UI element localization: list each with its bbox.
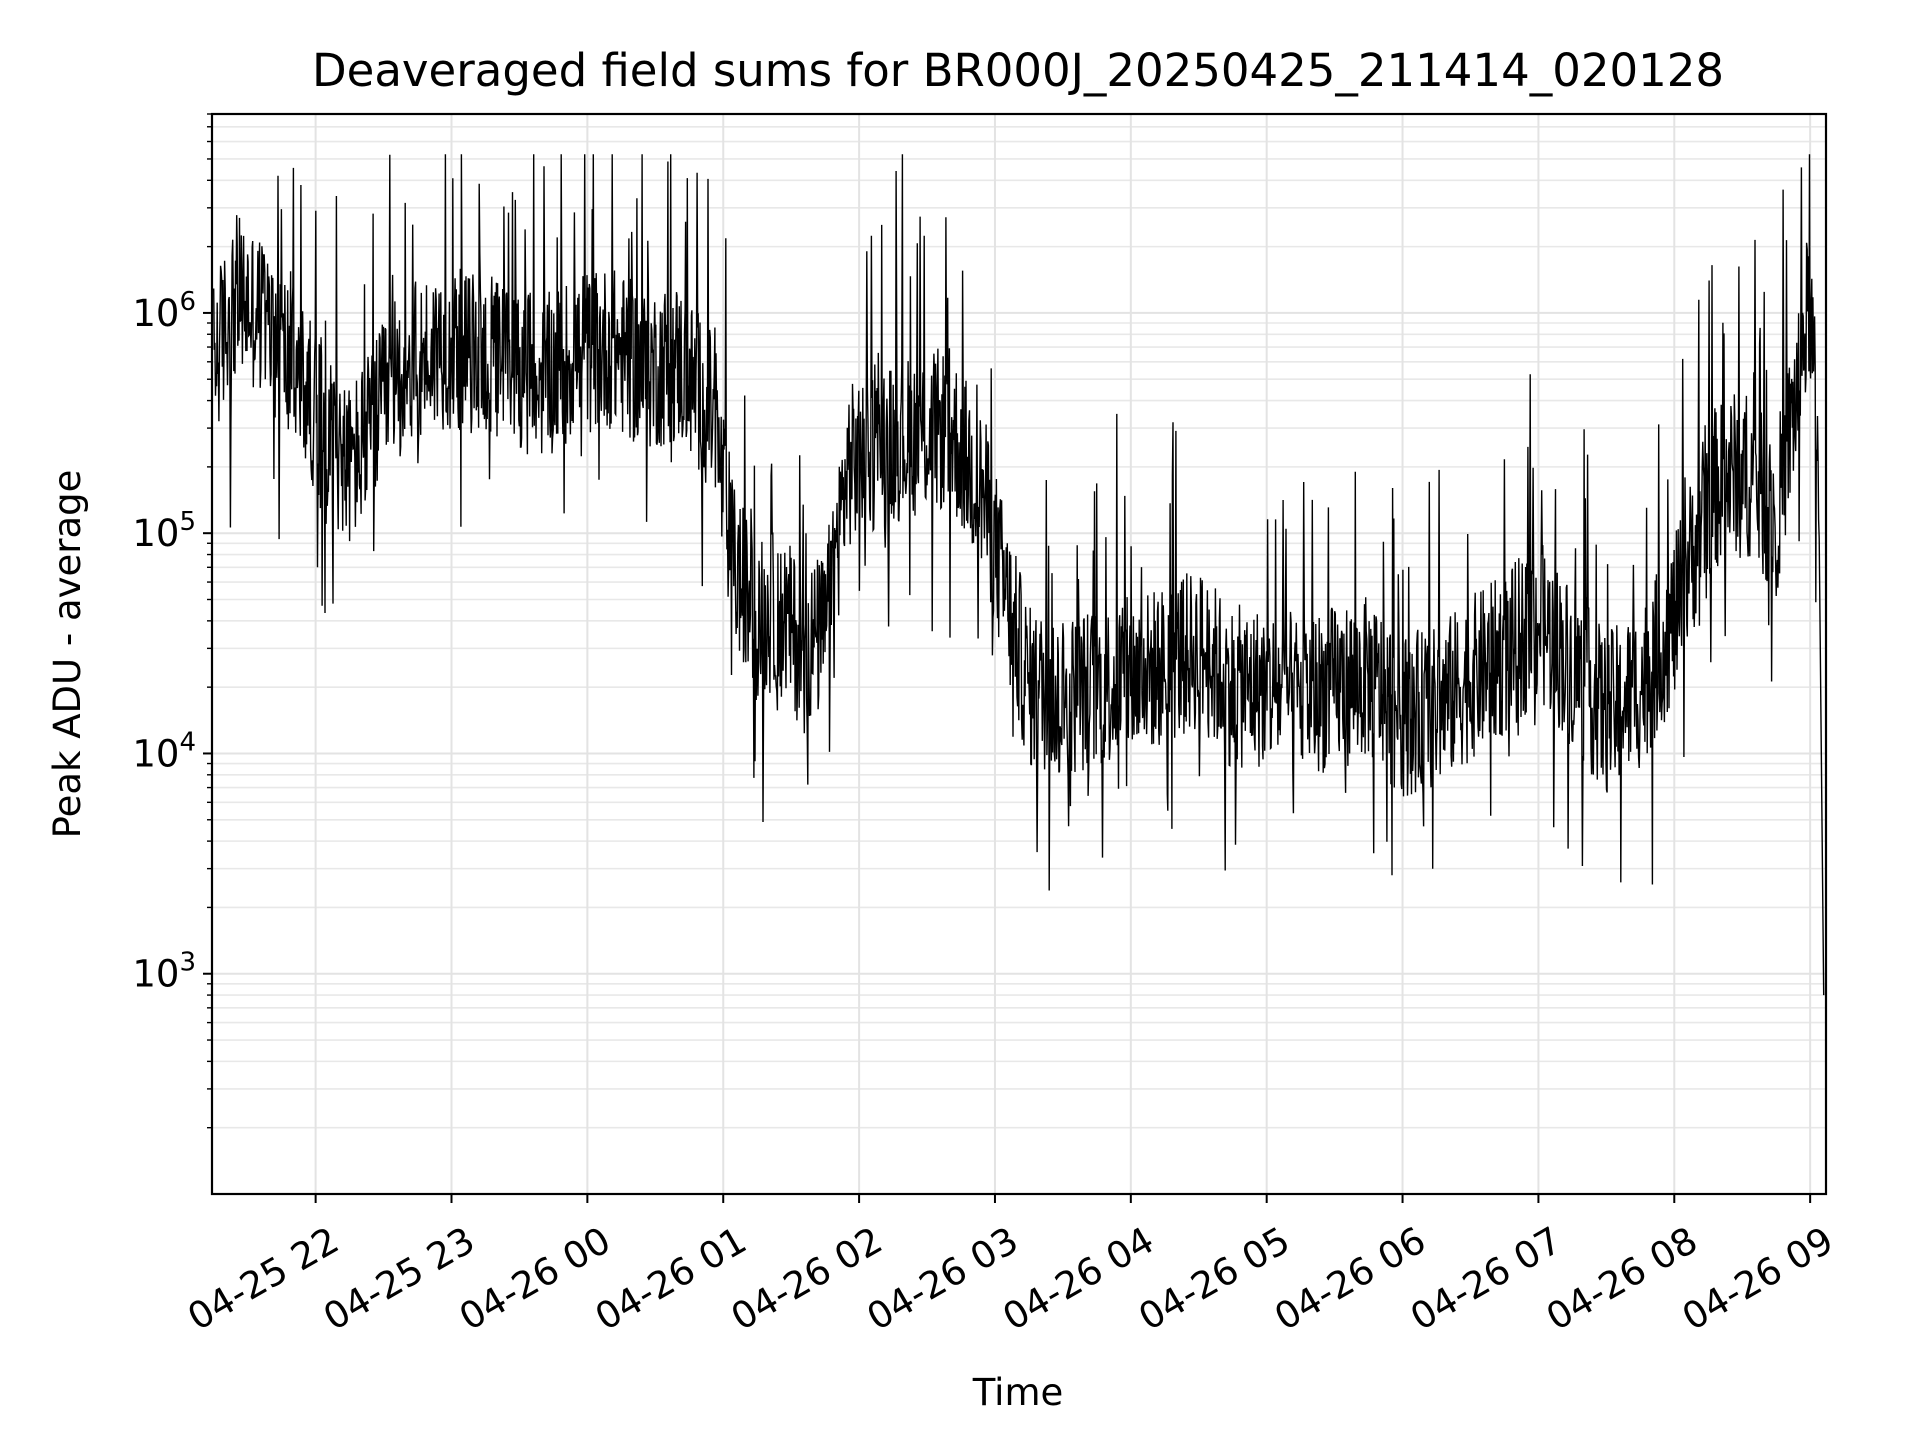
y-tick-labels: 103 104 105 106 [132, 287, 196, 996]
axis-ticks [203, 113, 1812, 1203]
y-tick-label: 105 [132, 507, 196, 555]
y-tick-label: 104 [132, 727, 196, 775]
chart-title: Deaveraged field sums for BR000J_2025042… [312, 44, 1724, 97]
series-line [213, 154, 1825, 996]
y-tick-label: 106 [132, 287, 196, 335]
x-axis-label: Time [972, 1371, 1064, 1414]
y-tick-label: 103 [132, 948, 196, 996]
y-axis-label: Peak ADU - average [46, 470, 89, 839]
plot-frame [210, 112, 1828, 1196]
